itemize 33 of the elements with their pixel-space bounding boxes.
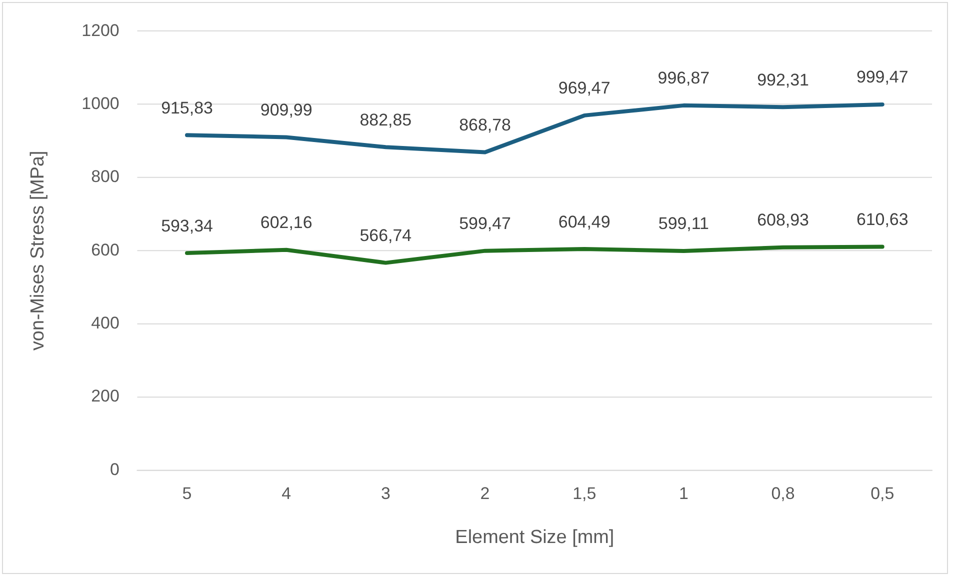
x-tick-label: 2 (480, 484, 490, 503)
data-label: 593,34 (161, 216, 213, 236)
y-tick-label: 600 (91, 240, 120, 260)
x-tick-label: 0,5 (870, 484, 894, 503)
data-label: 604,49 (558, 212, 610, 232)
x-tick-label: 4 (282, 484, 292, 503)
data-label: 599,11 (658, 214, 709, 234)
y-tick-label: 1000 (82, 94, 120, 113)
data-label: 996,87 (658, 68, 710, 88)
y-tick-label: 400 (91, 313, 120, 332)
y-tick-label: 1200 (82, 20, 120, 40)
x-tick-label: 1,5 (572, 484, 596, 503)
data-label: 608,93 (757, 210, 809, 230)
data-label: 610,63 (856, 210, 908, 230)
data-label: 602,16 (260, 213, 312, 232)
y-axis-title: von-Mises Stress [MPa] (28, 150, 49, 351)
data-label: 909,99 (260, 100, 312, 120)
x-axis-title: Element Size [mm] (455, 526, 614, 548)
data-label: 969,47 (558, 78, 610, 98)
data-label: 915,83 (161, 98, 213, 118)
data-label: 999,47 (856, 68, 908, 87)
y-tick-label: 800 (91, 167, 120, 186)
x-tick-label: 5 (182, 484, 192, 503)
y-tick-label: 200 (91, 386, 120, 406)
data-label: 566,74 (360, 226, 412, 246)
y-tick-label: 0 (110, 460, 120, 479)
x-tick-label: 3 (380, 484, 390, 503)
x-tick-label: 0,8 (771, 484, 795, 503)
data-label: 992,31 (757, 70, 809, 90)
x-tick-label: 1 (678, 484, 688, 503)
data-label: 599,47 (459, 214, 511, 234)
data-label: 868,78 (459, 116, 511, 135)
data-label: 882,85 (360, 110, 412, 130)
